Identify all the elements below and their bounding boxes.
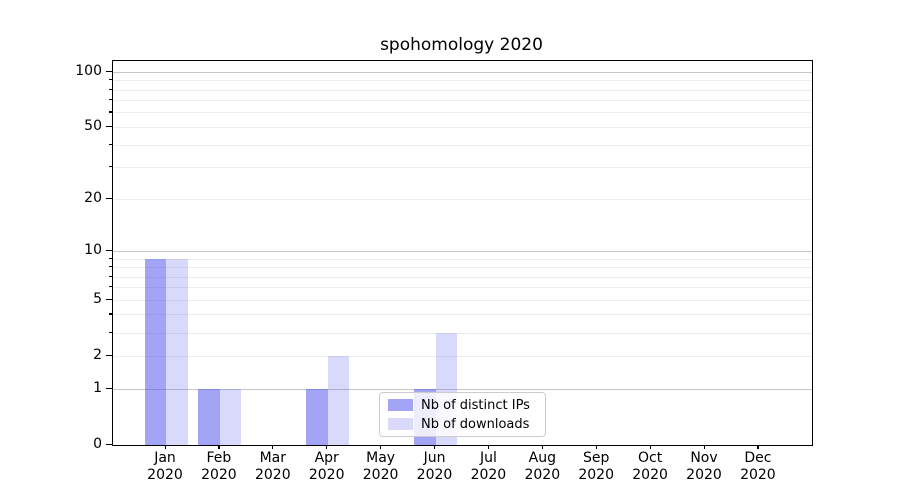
bar-downloads-feb [219,389,242,445]
gridline-minor [113,276,812,278]
legend-item-distinct-ips: Nb of distinct IPs [388,398,537,413]
bar-downloads-apr [327,356,350,445]
x-tick-label: Oct 2020 [632,450,668,483]
x-tick [541,445,543,449]
gridline-minor [113,314,812,316]
y-tick-label: 0 [93,436,102,452]
y-minor-tick [109,266,112,268]
x-tick-label: Nov 2020 [686,450,722,483]
x-tick-label: Jan 2020 [147,450,183,483]
gridline-minor [113,80,812,82]
y-minor-tick [109,88,112,90]
y-minor-tick [109,166,112,168]
legend-label-downloads: Nb of downloads [421,416,530,432]
gridline-minor [113,258,812,260]
plot-area: Nb of distinct IPs Nb of downloads [112,60,813,446]
gridline-minor [113,89,812,91]
x-tick-label: Sep 2020 [578,450,614,483]
y-tick [106,443,112,445]
gridline-minor [113,332,812,334]
x-tick [272,445,274,449]
gridline-minor [113,112,812,114]
y-minor-tick [109,99,112,101]
y-tick [106,387,112,389]
y-minor-tick [109,257,112,259]
y-minor-tick [109,313,112,315]
gridline-minor [113,287,812,289]
y-tick-label: 2 [93,347,102,364]
gridline-minor [113,267,812,268]
x-tick-label: Aug 2020 [524,450,561,483]
y-minor-tick [109,286,112,288]
y-tick [106,354,112,356]
x-tick [757,445,759,449]
gridline-major [113,388,812,390]
bar-distinct-ips-feb [198,389,220,445]
y-minor-tick [109,275,112,277]
x-tick-label: Mar 2020 [254,450,291,483]
x-tick [380,445,382,449]
x-tick [487,445,490,449]
gridline-minor [113,100,812,102]
x-tick-label: Jun 2020 [416,450,453,483]
legend-swatch-downloads [388,418,413,430]
y-tick-label: 10 [84,242,102,259]
gridline-minor [113,144,812,146]
gridline-major [113,71,812,73]
y-minor-tick [109,331,112,333]
x-tick [703,445,705,449]
y-tick [106,249,112,251]
gridline-minor [113,355,812,357]
gridline-major [113,250,812,252]
legend-item-downloads: Nb of downloads [388,417,537,432]
x-tick-label: Feb 2020 [201,450,237,483]
legend: Nb of distinct IPs Nb of downloads [379,392,546,437]
y-tick-label: 50 [84,118,102,135]
y-minor-tick [109,79,112,81]
legend-swatch-distinct-ips [388,399,413,411]
y-tick-label: 20 [84,190,102,207]
y-tick [106,197,112,199]
x-tick [649,445,651,449]
y-tick-label: 1 [93,380,102,396]
y-minor-tick [109,143,112,145]
y-tick [106,125,112,128]
gridline-minor [113,198,812,200]
chart-title: spohomology 2020 [380,35,543,55]
gridline-minor [113,167,812,169]
x-tick [218,445,220,449]
x-tick-label: Apr 2020 [308,450,345,483]
x-tick-label: Jul 2020 [470,450,507,483]
gridline-minor [113,299,812,301]
x-tick [434,445,436,449]
x-tick [326,445,328,449]
x-tick [595,445,597,449]
y-tick-label: 100 [75,63,102,80]
y-tick [106,70,112,72]
x-tick [164,445,166,449]
gridline-minor [113,126,812,128]
y-minor-tick [109,111,112,113]
x-tick-label: May 2020 [362,450,399,483]
bar-downloads-jan [166,259,188,445]
bar-distinct-ips-apr [306,389,328,445]
legend-label-distinct-ips: Nb of distinct IPs [421,397,530,413]
bar-distinct-ips-jan [144,259,166,445]
y-tick [106,298,112,300]
y-tick-label: 5 [93,291,102,308]
x-tick-label: Dec 2020 [740,450,776,483]
